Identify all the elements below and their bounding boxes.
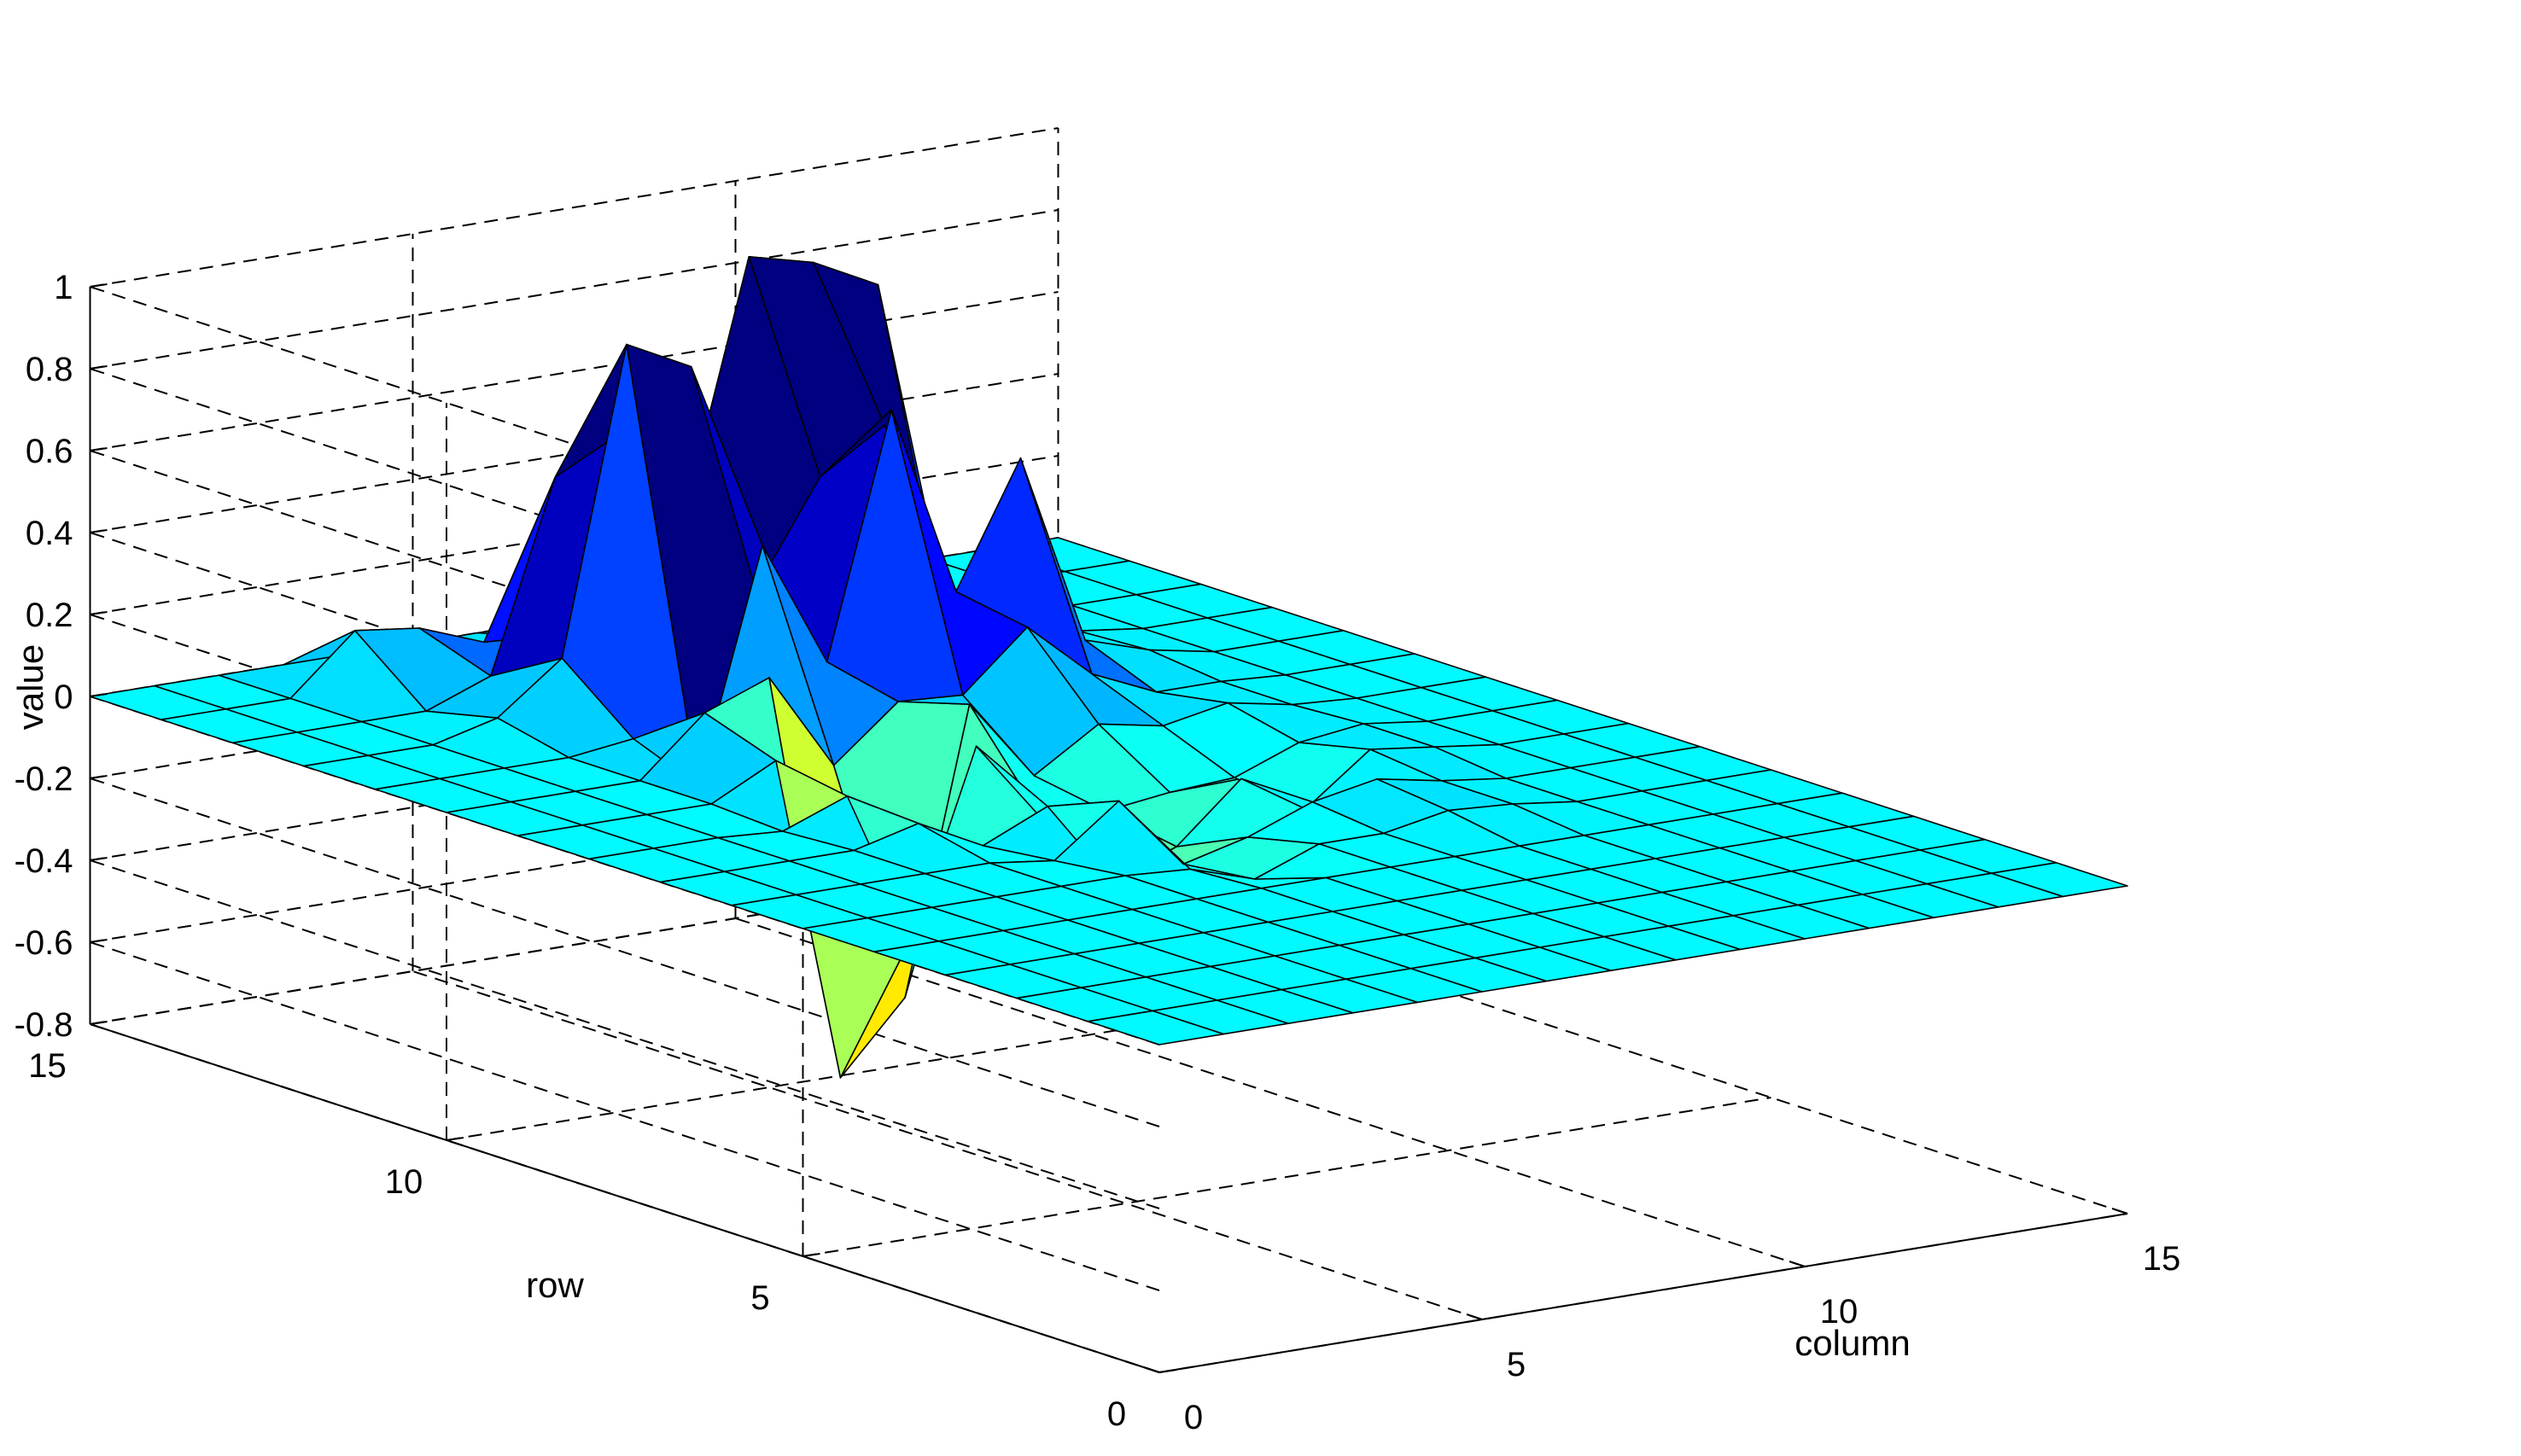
z-tick [90,775,108,779]
z-tick [90,529,108,533]
z-tick-label: 0.6 [26,433,73,470]
grid-line [90,783,1059,943]
grid-line [90,209,1059,370]
x-tick [1466,1313,1483,1320]
y-axis-label: row [526,1265,584,1305]
x-tick-label: 0 [1184,1399,1203,1436]
x-tick [1143,1366,1160,1373]
grid-line [446,981,1415,1141]
z-tick-label: -0.4 [15,842,73,880]
z-tick [90,1021,108,1025]
x-tick [1789,1261,1806,1267]
front-axes [89,283,2128,1373]
y-tick [1158,1369,1177,1373]
z-tick [90,365,108,370]
z-tick-label: -0.8 [15,1006,73,1044]
z-tick-label: -0.6 [15,924,73,962]
surface-mesh [89,255,2128,1079]
z-tick-label: 0.8 [26,351,73,388]
z-tick [90,693,108,697]
x-tick-label: 5 [1507,1346,1526,1383]
x-tick-label: 10 [1820,1293,1859,1331]
y-axis-line [90,1023,1160,1373]
z-tick [90,283,108,288]
z-tick-label: -0.2 [15,760,73,798]
x-tick [2111,1208,2128,1214]
tick-labels: 051015051015-0.8-0.6-0.4-0.200.20.40.60.… [15,269,2181,1436]
grid-line [90,859,1160,1209]
z-tick-label: 0.2 [26,597,73,634]
z-tick [90,857,108,861]
grid-line [735,917,1806,1267]
x-tick-label: 15 [2143,1240,2181,1278]
z-axis-label: value [10,644,50,730]
grid-line [90,778,1160,1127]
y-tick [802,1253,820,1257]
grid-line [90,941,1160,1291]
grid-line [90,127,1059,288]
z-tick-label: 0.4 [26,515,73,552]
z-tick-label: 1 [54,269,73,306]
x-axis-label: column [1794,1323,1910,1363]
y-tick-label: 0 [1107,1395,1126,1433]
z-tick-label: 0 [54,678,73,716]
grid-line [802,1097,1771,1257]
y-tick-label: 15 [28,1047,67,1085]
z-tick [90,447,108,451]
z-tick [90,939,108,943]
surface-patch [1991,861,2128,898]
y-tick [446,1137,464,1141]
x-axis-line [1158,1213,2128,1373]
grid-line [412,970,1483,1320]
y-tick-label: 10 [385,1163,423,1201]
grid-line [90,865,1059,1025]
z-tick [90,611,108,615]
y-tick-label: 5 [750,1279,769,1317]
grid-line [90,291,1059,451]
